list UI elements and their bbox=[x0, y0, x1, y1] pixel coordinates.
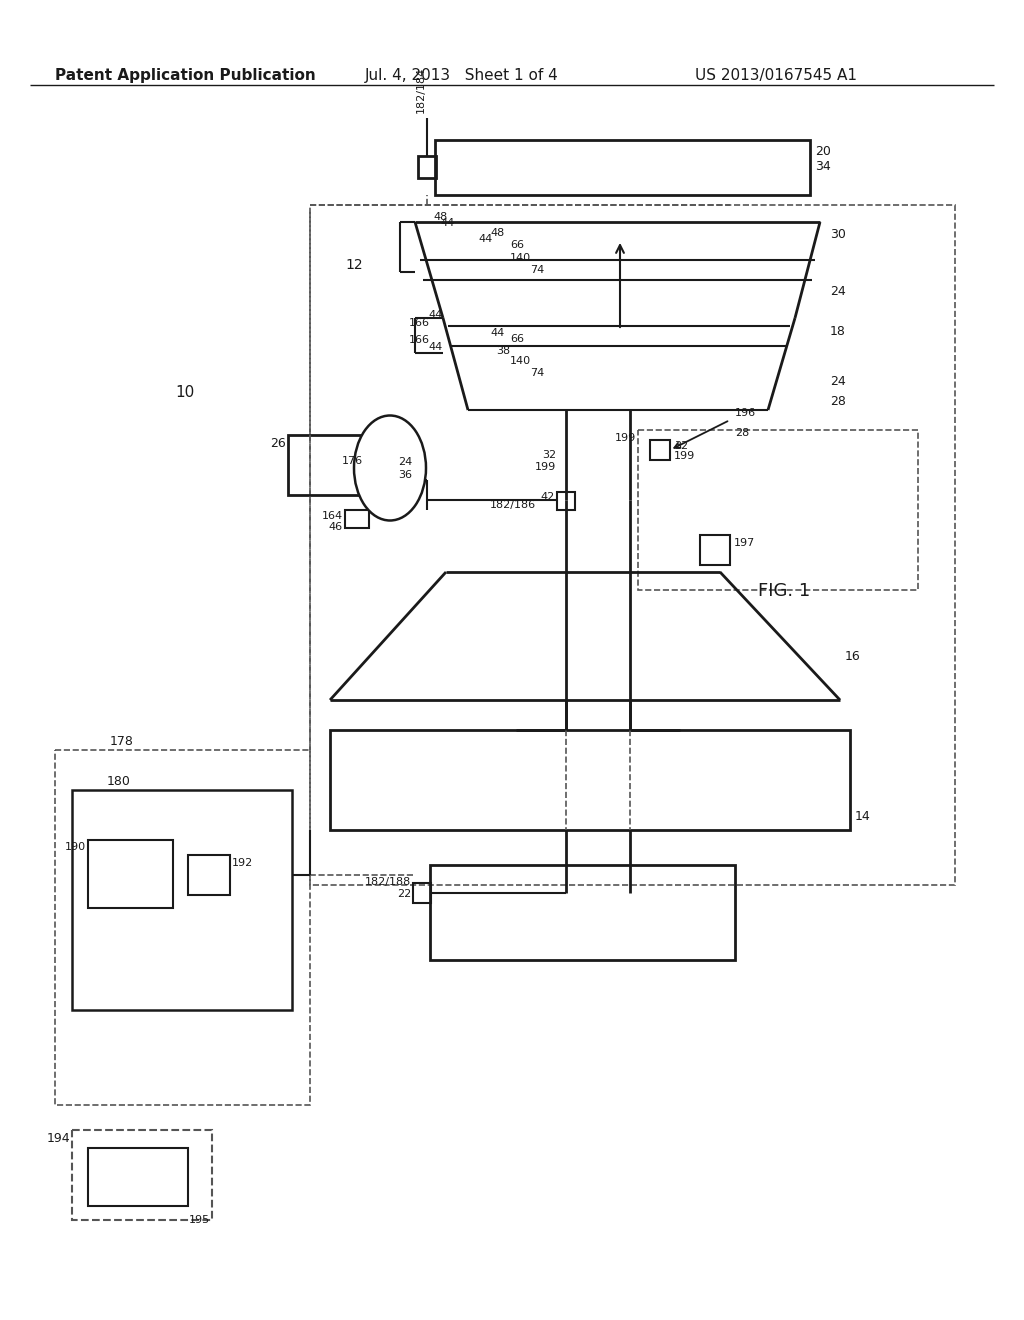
Text: 74: 74 bbox=[530, 368, 544, 378]
Bar bbox=[288, 436, 370, 495]
Text: 20: 20 bbox=[815, 145, 830, 158]
Text: 32: 32 bbox=[542, 450, 556, 459]
Text: 182/184: 182/184 bbox=[416, 67, 426, 114]
Text: 44: 44 bbox=[440, 218, 455, 228]
Bar bbox=[310, 205, 955, 884]
Text: 26: 26 bbox=[270, 437, 286, 450]
Text: 44: 44 bbox=[490, 327, 504, 338]
Bar bbox=[413, 883, 431, 903]
Text: 16: 16 bbox=[845, 649, 861, 663]
Text: 140: 140 bbox=[510, 253, 531, 263]
Bar bbox=[88, 1148, 188, 1206]
Text: 38: 38 bbox=[496, 346, 510, 356]
Bar bbox=[88, 840, 173, 908]
Text: 164: 164 bbox=[322, 511, 343, 521]
Text: 32: 32 bbox=[674, 441, 688, 451]
Text: US 2013/0167545 A1: US 2013/0167545 A1 bbox=[695, 69, 857, 83]
Text: 66: 66 bbox=[510, 240, 524, 249]
Text: 180: 180 bbox=[106, 775, 131, 788]
Text: 14: 14 bbox=[855, 810, 870, 822]
Text: 12: 12 bbox=[345, 257, 362, 272]
Bar bbox=[650, 440, 670, 459]
Text: 140: 140 bbox=[510, 356, 531, 366]
Text: 46: 46 bbox=[329, 521, 343, 532]
Text: 18: 18 bbox=[830, 325, 846, 338]
Text: 182/186: 182/186 bbox=[490, 500, 537, 510]
Text: 196: 196 bbox=[735, 408, 756, 418]
Text: 199: 199 bbox=[535, 462, 556, 473]
Text: 24: 24 bbox=[398, 457, 413, 467]
Text: Patent Application Publication: Patent Application Publication bbox=[55, 69, 315, 83]
Text: 199: 199 bbox=[614, 433, 636, 444]
Bar bbox=[72, 1130, 212, 1220]
Text: Jul. 4, 2013   Sheet 1 of 4: Jul. 4, 2013 Sheet 1 of 4 bbox=[365, 69, 559, 83]
Text: 24: 24 bbox=[830, 375, 846, 388]
Bar bbox=[72, 789, 292, 1010]
Text: 48: 48 bbox=[434, 213, 449, 222]
Text: 74: 74 bbox=[530, 265, 544, 275]
Text: 44: 44 bbox=[429, 310, 443, 319]
Text: 34: 34 bbox=[815, 160, 830, 173]
Bar bbox=[330, 730, 850, 830]
Text: 182/188: 182/188 bbox=[365, 876, 411, 887]
Text: 42: 42 bbox=[541, 492, 555, 502]
Text: 166: 166 bbox=[409, 318, 430, 327]
Bar bbox=[365, 455, 387, 473]
Text: 199: 199 bbox=[674, 451, 695, 461]
Bar bbox=[700, 535, 730, 565]
Text: 10: 10 bbox=[175, 385, 195, 400]
Text: 36: 36 bbox=[398, 470, 412, 480]
Bar bbox=[557, 492, 575, 510]
Text: 195: 195 bbox=[188, 1214, 210, 1225]
Text: 176: 176 bbox=[342, 455, 362, 466]
Text: 197: 197 bbox=[734, 539, 756, 548]
Bar bbox=[55, 750, 310, 1105]
Text: 166: 166 bbox=[409, 335, 430, 345]
Text: 66: 66 bbox=[510, 334, 524, 345]
Text: 44: 44 bbox=[478, 234, 493, 244]
Text: 30: 30 bbox=[830, 228, 846, 242]
Text: 28: 28 bbox=[830, 395, 846, 408]
Ellipse shape bbox=[354, 416, 426, 520]
Bar bbox=[435, 140, 810, 195]
Text: FIG. 1: FIG. 1 bbox=[758, 582, 810, 601]
Text: 22: 22 bbox=[396, 888, 411, 899]
Text: 48: 48 bbox=[490, 228, 504, 238]
Text: 44: 44 bbox=[429, 342, 443, 352]
Bar bbox=[188, 855, 230, 895]
Bar bbox=[345, 510, 369, 528]
Text: 190: 190 bbox=[65, 842, 86, 851]
Text: 24: 24 bbox=[830, 285, 846, 298]
Bar bbox=[418, 156, 436, 178]
Bar bbox=[638, 430, 918, 590]
Text: 178: 178 bbox=[110, 735, 134, 748]
Text: 192: 192 bbox=[232, 858, 253, 869]
Text: 28: 28 bbox=[735, 428, 750, 438]
Text: 194: 194 bbox=[46, 1133, 70, 1144]
Bar bbox=[430, 865, 735, 960]
